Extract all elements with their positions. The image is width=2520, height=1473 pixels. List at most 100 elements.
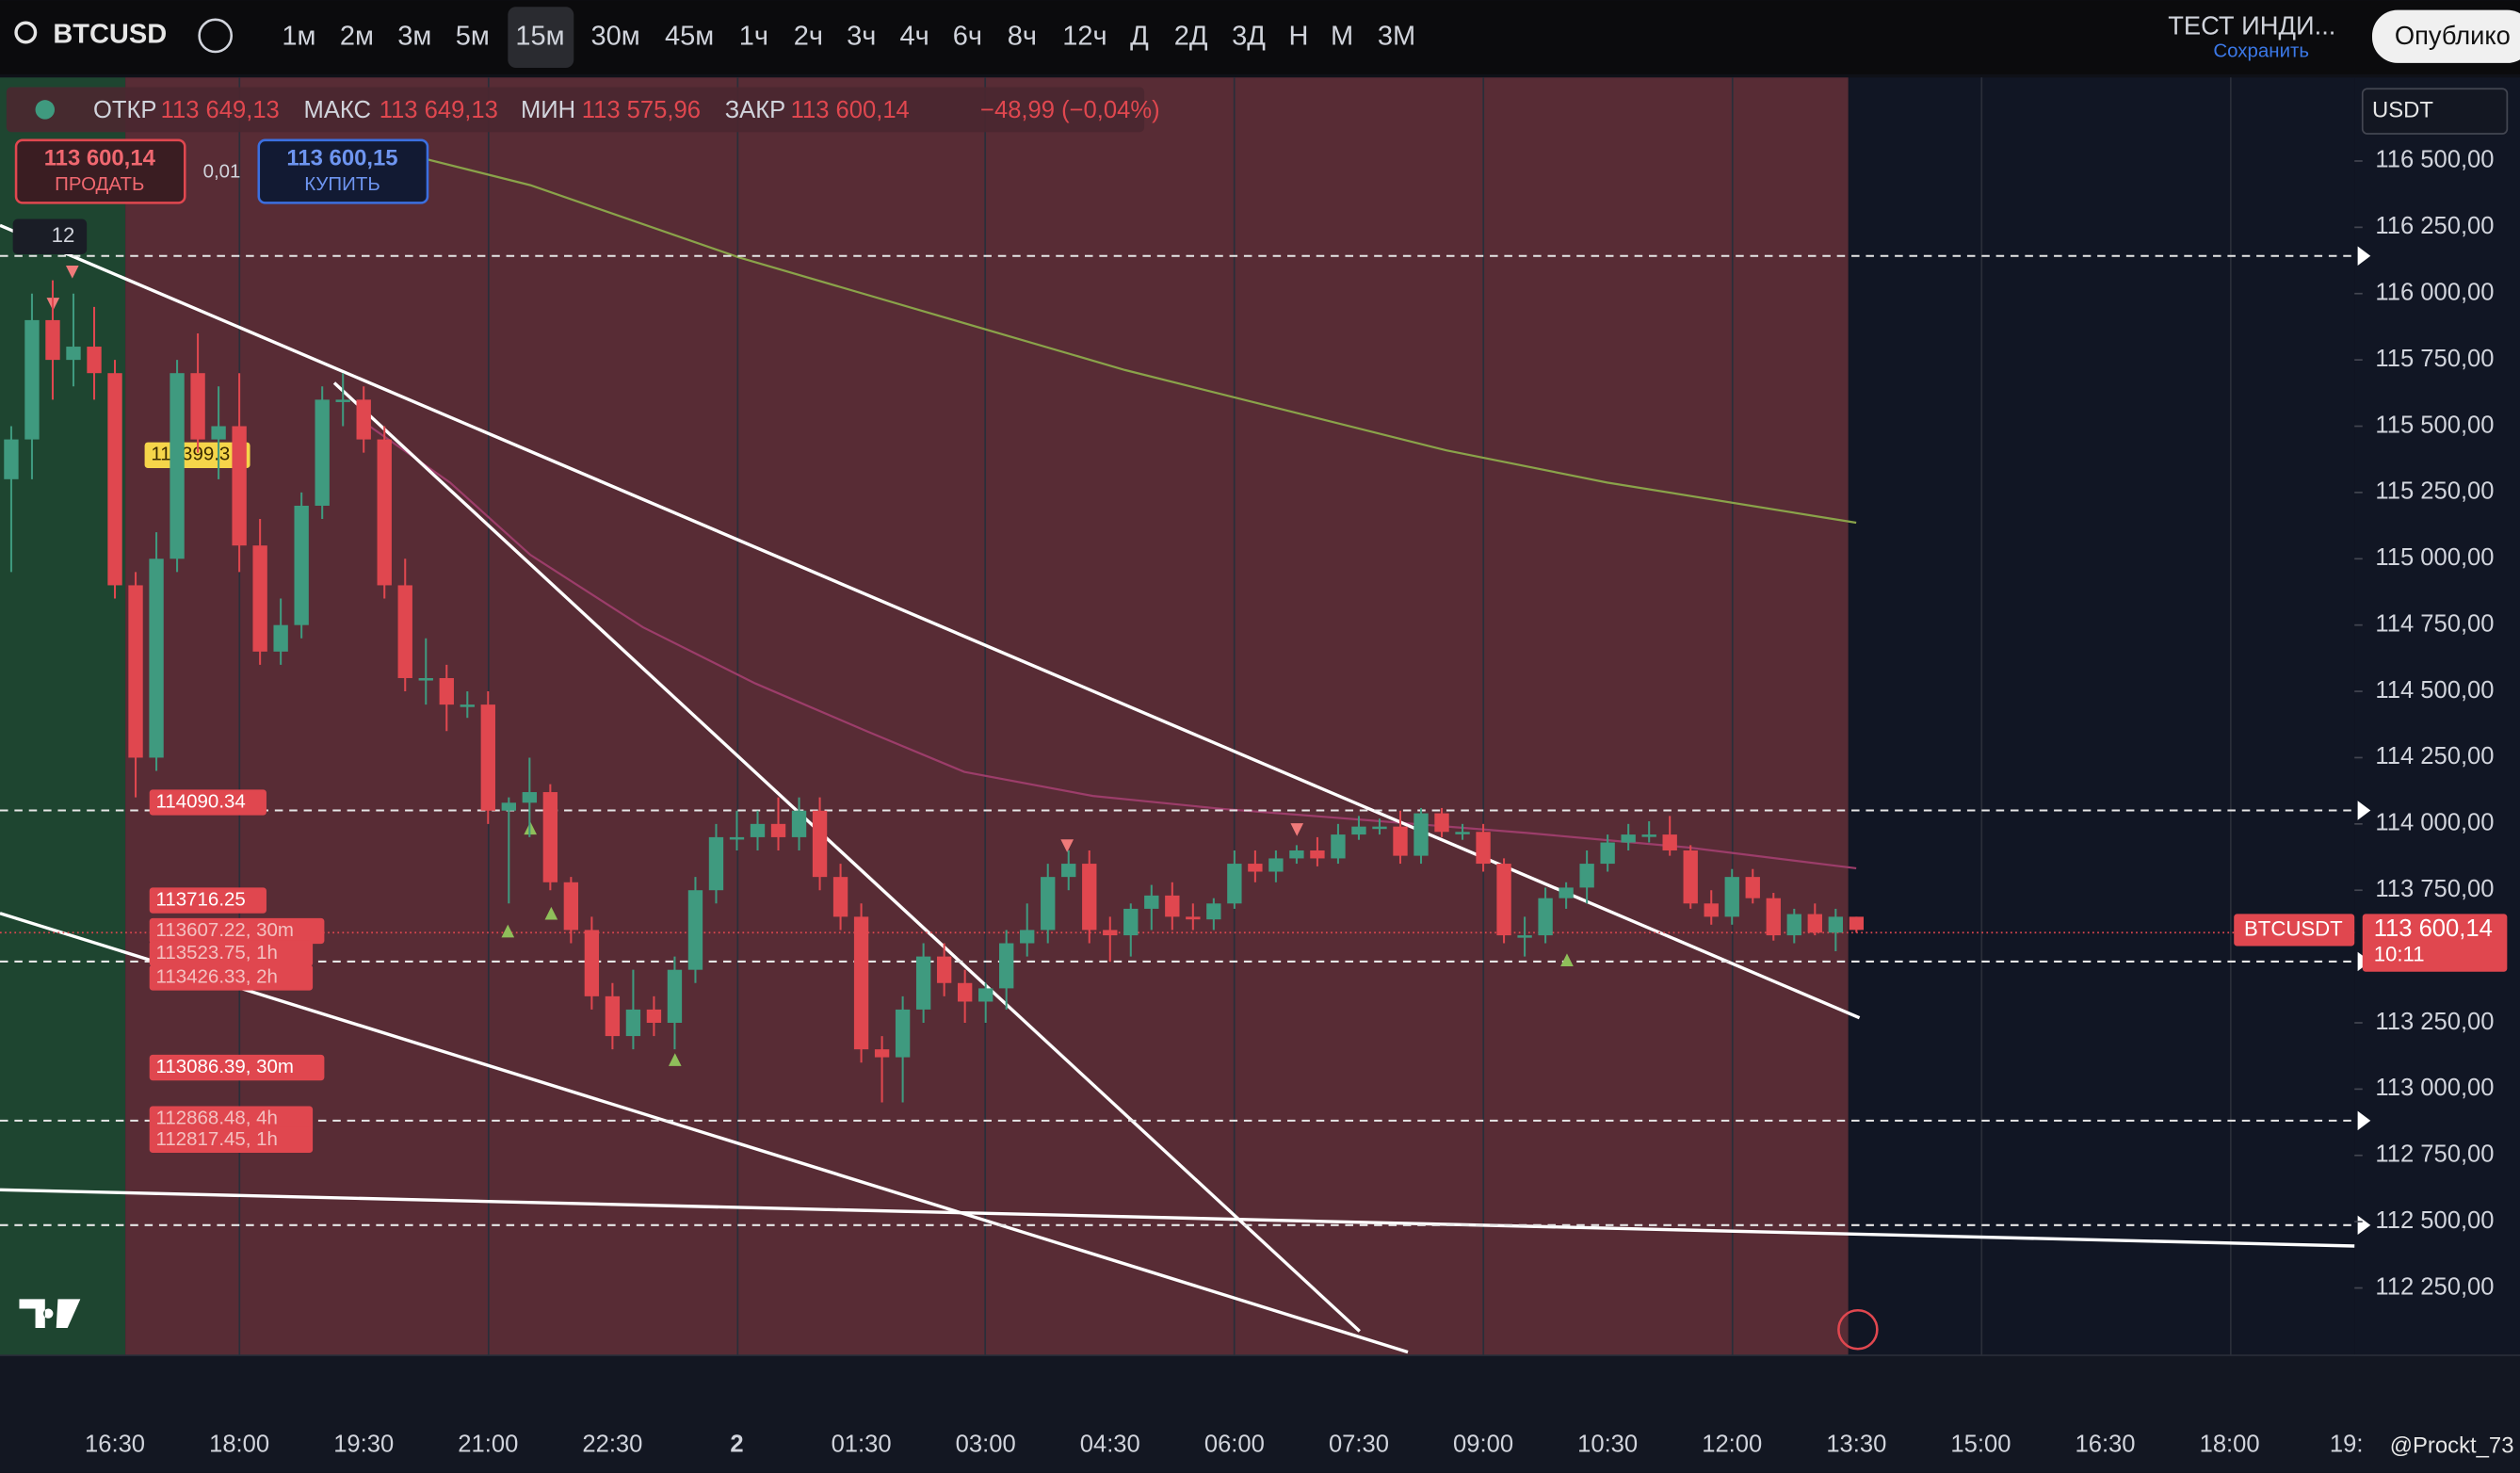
candle-body bbox=[542, 792, 558, 882]
candle-body bbox=[66, 347, 81, 361]
y-tick-label: 116 500,00 bbox=[2375, 147, 2494, 173]
y-tick-label: 113 000,00 bbox=[2375, 1075, 2494, 1101]
candle-body bbox=[1807, 914, 1822, 933]
candle-body bbox=[1082, 864, 1097, 931]
candle-body bbox=[1455, 832, 1470, 834]
candle-body bbox=[501, 802, 516, 811]
candle-body bbox=[1248, 864, 1263, 872]
buy-button[interactable] bbox=[257, 138, 429, 204]
candle-body bbox=[1683, 850, 1698, 904]
interval-button[interactable]: 15м bbox=[515, 21, 564, 51]
candle-body bbox=[522, 792, 538, 803]
trend-line bbox=[0, 223, 1861, 1020]
save-label[interactable]: Сохранить bbox=[2213, 40, 2309, 61]
interval-button[interactable]: 4ч bbox=[899, 21, 929, 51]
indicator-name[interactable]: ТЕСТ ИНДИ... bbox=[2168, 11, 2335, 40]
x-tick-label: 18:00 bbox=[2200, 1431, 2260, 1457]
y-tick-label: 113 250,00 bbox=[2375, 1009, 2494, 1035]
candle-body bbox=[750, 823, 766, 837]
price-tag-label: 113 600,14 bbox=[2374, 915, 2493, 942]
candle-body bbox=[936, 956, 952, 983]
y-tick-label: 116 250,00 bbox=[2375, 213, 2494, 239]
interval-button[interactable]: 1ч bbox=[739, 21, 768, 51]
indicators-toggle[interactable] bbox=[12, 219, 88, 255]
interval-button[interactable]: 3М bbox=[1378, 21, 1415, 51]
symbol-tag bbox=[2234, 914, 2355, 947]
x-tick-label: 01:30 bbox=[832, 1431, 892, 1457]
candle-body bbox=[128, 585, 143, 758]
sell-label[interactable]: ПРОДАТЬ bbox=[55, 173, 144, 195]
legend-open: 113 649,13 bbox=[161, 97, 280, 123]
publish-label[interactable]: Опублико bbox=[2395, 21, 2511, 50]
symbol[interactable]: BTCUSD bbox=[53, 20, 167, 50]
watermark: @Prockt_73 bbox=[2390, 1433, 2514, 1459]
candle-body bbox=[1766, 898, 1781, 936]
candle-body bbox=[87, 347, 102, 374]
candle-body bbox=[315, 399, 330, 506]
interval-button[interactable]: 8ч bbox=[1008, 21, 1037, 51]
y-tick-label: 116 000,00 bbox=[2375, 280, 2494, 306]
candle-body bbox=[563, 882, 579, 931]
y-tick-label: 112 250,00 bbox=[2375, 1273, 2494, 1300]
interval-button[interactable]: 1м bbox=[282, 21, 315, 51]
indicators-count[interactable]: 12 bbox=[52, 223, 75, 247]
legend-high: 113 649,13 bbox=[380, 97, 498, 123]
candle-body bbox=[1123, 908, 1139, 936]
candle-body bbox=[1476, 832, 1491, 865]
search-icon bbox=[14, 21, 38, 44]
candle-body bbox=[1165, 895, 1180, 917]
moving-averages bbox=[368, 143, 1857, 870]
y-tick-label: 114 750,00 bbox=[2375, 610, 2494, 637]
candle-body bbox=[1724, 877, 1739, 917]
x-tick-label: 09:00 bbox=[1453, 1431, 1513, 1457]
interval-button[interactable]: 45м bbox=[665, 21, 714, 51]
candle-body bbox=[791, 810, 807, 837]
interval-button[interactable]: 2ч bbox=[794, 21, 823, 51]
alert-icon[interactable] bbox=[1837, 1308, 1879, 1351]
interval-button[interactable]: 3ч bbox=[847, 21, 876, 51]
candle-body bbox=[252, 545, 267, 652]
level-label-box bbox=[149, 1054, 325, 1081]
candle-body bbox=[397, 585, 412, 678]
interval-button[interactable]: 3м bbox=[397, 21, 431, 51]
level-label-box bbox=[149, 789, 267, 816]
interval-button[interactable]: 2Д bbox=[1174, 21, 1208, 51]
candle-body bbox=[625, 1009, 641, 1037]
interval-button[interactable]: 30м bbox=[591, 21, 640, 51]
candle-body bbox=[895, 1009, 911, 1058]
interval-button[interactable]: 3Д bbox=[1232, 21, 1266, 51]
interval-button[interactable]: 6ч bbox=[953, 21, 982, 51]
publish-button[interactable] bbox=[2371, 9, 2520, 63]
interval-button[interactable]: 5м bbox=[456, 21, 490, 51]
x-tick-label: 16:30 bbox=[2076, 1431, 2136, 1457]
candle-body bbox=[1331, 834, 1346, 859]
currency[interactable]: USDT bbox=[2372, 97, 2433, 122]
ma-purple bbox=[368, 425, 1857, 870]
buy-label[interactable]: КУПИТЬ bbox=[304, 173, 380, 195]
y-tick-label: 115 000,00 bbox=[2375, 544, 2494, 571]
candle-body bbox=[605, 995, 621, 1037]
candle-body bbox=[1289, 850, 1304, 859]
interval-button[interactable]: М bbox=[1331, 21, 1353, 51]
candle-body bbox=[149, 558, 164, 758]
legend-change: −48,99 (−0,04%) bbox=[980, 97, 1160, 123]
interval-button[interactable]: 12ч bbox=[1062, 21, 1107, 51]
buy-price[interactable]: 113 600,15 bbox=[286, 146, 397, 171]
candle-body bbox=[1641, 834, 1656, 837]
sell-price[interactable]: 113 600,14 bbox=[44, 146, 156, 171]
candle-body bbox=[1745, 877, 1760, 898]
x-tick-label: 19: bbox=[2330, 1431, 2364, 1457]
currency-select[interactable] bbox=[2361, 88, 2509, 135]
candle-body bbox=[1828, 916, 1843, 933]
interval-button[interactable]: Н bbox=[1288, 21, 1308, 51]
level-label: 113523.75, 1h bbox=[156, 942, 278, 963]
x-tick-label: 03:00 bbox=[956, 1431, 1016, 1457]
candle-body bbox=[1662, 834, 1677, 850]
interval-button[interactable]: Д bbox=[1130, 21, 1149, 51]
candle-body bbox=[812, 810, 828, 878]
candle-body bbox=[377, 439, 392, 586]
add-icon bbox=[198, 18, 234, 54]
y-tick-label: 115 750,00 bbox=[2375, 346, 2494, 372]
interval-button[interactable]: 2м bbox=[340, 21, 374, 51]
sell-button[interactable] bbox=[14, 138, 186, 204]
